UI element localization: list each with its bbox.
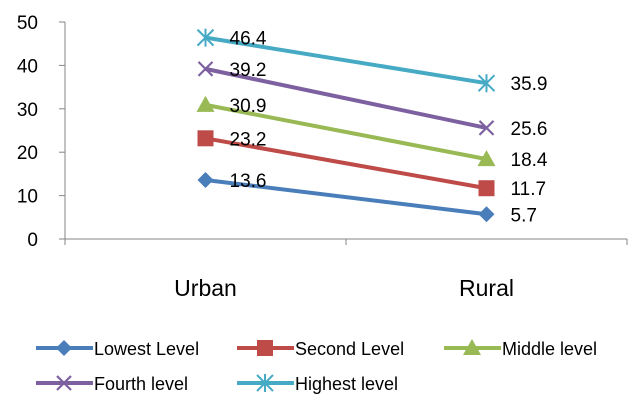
data-label: 25.6 — [511, 119, 548, 140]
legend-label: Middle level — [502, 339, 597, 359]
data-label: 5.7 — [511, 205, 537, 226]
legend-swatch-marker — [256, 374, 274, 392]
y-tick-label: 30 — [17, 100, 38, 121]
series-line — [205, 66, 487, 130]
data-label: 35.9 — [511, 74, 548, 95]
data-label: 11.7 — [511, 179, 547, 200]
data-point-marker — [197, 130, 214, 147]
legend-swatch-marker — [56, 375, 72, 391]
data-label: 30.9 — [230, 96, 267, 117]
x-category-label: Urban — [174, 275, 237, 301]
data-labels-layer: 13.6 5.7 23.2 11.7 30.9 18.4 39.2 25.6 46.4 35.9 — [230, 29, 548, 227]
data-point-marker — [197, 61, 214, 77]
data-point-marker — [477, 74, 496, 93]
x-category-label: Rural — [459, 275, 514, 301]
legend-item: Second Level — [237, 339, 404, 359]
series-line — [205, 177, 487, 217]
legend-label: Second Level — [295, 339, 404, 359]
data-point-marker — [478, 206, 495, 223]
chart-legend: Lowest Level Second Level Middle level Four… — [36, 339, 597, 394]
data-point-marker — [478, 180, 495, 197]
series-line — [205, 102, 487, 162]
data-label: 13.6 — [230, 171, 267, 192]
data-label: 23.2 — [230, 129, 267, 150]
legend-item: Lowest Level — [36, 339, 199, 359]
y-tick-label: 10 — [17, 187, 38, 208]
data-point-marker — [478, 120, 495, 136]
data-point-marker — [197, 171, 214, 188]
legend-label: Highest level — [295, 374, 398, 394]
legend-item: Middle level — [444, 339, 597, 359]
y-tick-label: 20 — [17, 143, 38, 164]
y-tick-label: 40 — [17, 56, 38, 77]
legend-label: Fourth level — [94, 374, 188, 394]
chart-axes: 0 10 20 30 40 50 Urban Rural — [17, 13, 628, 301]
legend-item: Fourth level — [36, 374, 188, 394]
series-layer — [196, 28, 496, 223]
legend-swatch-marker — [56, 340, 72, 356]
y-tick-label: 0 — [27, 230, 38, 251]
legend-label: Lowest Level — [94, 339, 199, 359]
series-line — [205, 35, 487, 86]
data-label: 46.4 — [230, 29, 267, 50]
legend-swatch-marker — [463, 339, 481, 355]
data-point-marker — [196, 95, 215, 112]
series-line — [205, 136, 487, 191]
data-label: 39.2 — [230, 60, 267, 81]
data-label: 18.4 — [511, 150, 548, 171]
legend-swatch-marker — [257, 340, 273, 356]
legend-item: Highest level — [237, 374, 398, 394]
y-tick-label: 50 — [17, 13, 38, 34]
data-point-marker — [196, 28, 215, 47]
data-point-marker — [477, 150, 496, 167]
